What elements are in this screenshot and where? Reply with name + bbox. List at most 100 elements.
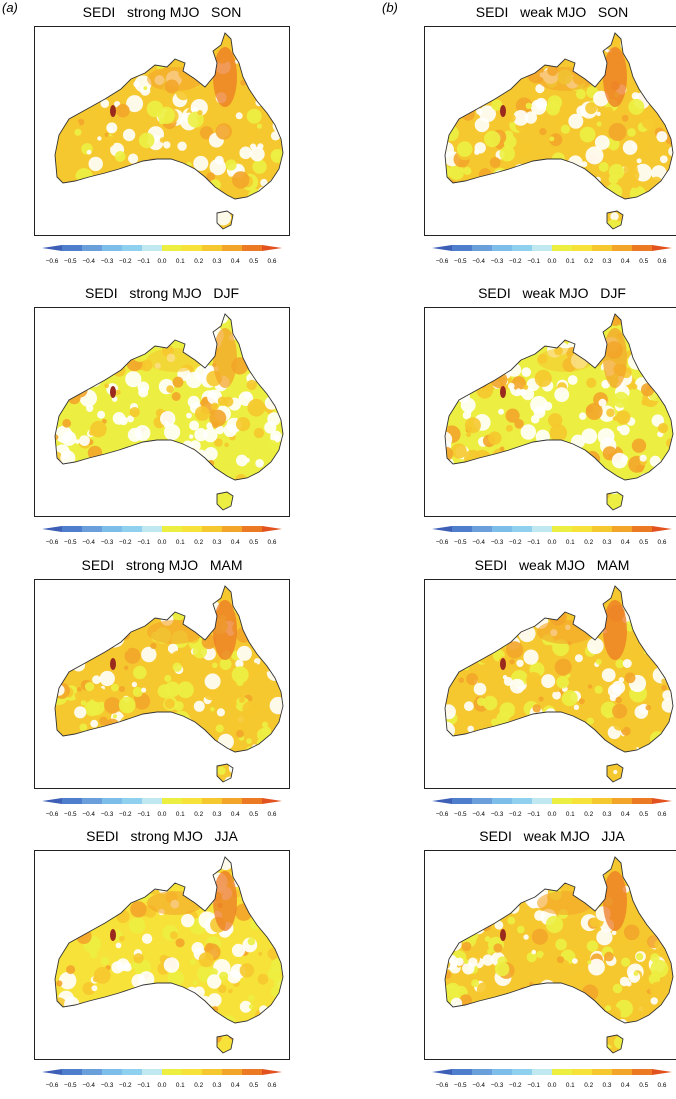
- colorbar-swatch: [512, 526, 533, 532]
- colorbar-swatch: [122, 526, 143, 532]
- colorbar-swatch: [242, 245, 263, 251]
- colorbar-swatch: [102, 245, 123, 251]
- colorbar-swatch: [432, 1069, 452, 1075]
- colorbar-swatch: [82, 245, 103, 251]
- colorbar-tick-label: 0.2: [584, 811, 593, 818]
- colorbar-tick-label: −0.1: [137, 811, 150, 818]
- colorbar-swatch: [532, 798, 553, 804]
- colorbar-swatch: [222, 245, 243, 251]
- colorbar-swatch: [102, 526, 123, 532]
- colorbar-swatch: [492, 1069, 513, 1075]
- colorbar-swatch: [492, 526, 513, 532]
- colorbar-swatch: [552, 245, 573, 251]
- colorbar-swatch: [222, 526, 243, 532]
- colorbar-tick-label: −0.3: [101, 258, 114, 265]
- colorbar-tick-label: 0.1: [566, 258, 575, 265]
- colorbar-swatch: [202, 1069, 223, 1075]
- colorbar-tick-label: 0.2: [194, 539, 203, 546]
- colorbar-swatch: [652, 526, 672, 532]
- colorbar-swatch: [532, 245, 553, 251]
- colorbar-tick-label: 0.2: [194, 811, 203, 818]
- colorbar-tick-label: 0.1: [176, 811, 185, 818]
- map-title: SEDI weak MJO MAM: [424, 557, 676, 573]
- colorbar-tick-label: −0.5: [64, 811, 77, 818]
- colorbar-tick-label: 0.1: [566, 539, 575, 546]
- colorbar-swatch: [42, 798, 62, 804]
- colorbar-swatch: [432, 526, 452, 532]
- colorbar-swatch: [182, 245, 203, 251]
- colorbar-tick-label: 0.0: [158, 258, 167, 265]
- colorbar-tick-label: −0.5: [64, 258, 77, 265]
- colorbar-tick-label: 0.4: [231, 539, 240, 546]
- colorbar-tick-label: −0.2: [509, 258, 522, 265]
- colorbar-tick-label: 0.5: [249, 811, 258, 818]
- colorbar-tick-label: 0.6: [658, 539, 667, 546]
- colorbar-swatch: [512, 1069, 533, 1075]
- colorbar-swatch: [652, 1069, 672, 1075]
- colorbar-tick-label: 0.4: [231, 258, 240, 265]
- colorbar-swatch: [452, 1069, 473, 1075]
- colorbar-swatch: [572, 798, 593, 804]
- colorbar-tick-label: −0.1: [137, 258, 150, 265]
- colorbar-tick-label: −0.2: [509, 811, 522, 818]
- colorbar-tick-label: −0.6: [46, 539, 59, 546]
- colorbar-swatch: [432, 798, 452, 804]
- colorbar-swatch: [572, 526, 593, 532]
- colorbar-swatch: [82, 526, 103, 532]
- colorbar-tick-label: −0.6: [436, 539, 449, 546]
- colorbar-tick-label: 0.2: [584, 258, 593, 265]
- colorbar-tick-label: −0.5: [454, 539, 467, 546]
- colorbar-tick-label: 0.5: [639, 539, 648, 546]
- colorbar-tick-label: 0.0: [548, 539, 557, 546]
- colorbar-swatch: [472, 526, 493, 532]
- colorbar-tick-label: 0.2: [194, 258, 203, 265]
- colorbar-swatch: [142, 798, 163, 804]
- colorbar-tick-label: −0.2: [119, 811, 132, 818]
- colorbar-tick-label: −0.3: [101, 811, 114, 818]
- colorbar-swatch: [552, 798, 573, 804]
- panel-label-a: (a): [2, 0, 18, 15]
- colorbar-tick-label: 0.3: [603, 539, 612, 546]
- colorbar-swatch: [632, 798, 653, 804]
- colorbar-tick-label: −0.2: [119, 258, 132, 265]
- colorbar-tick-label: −0.1: [137, 539, 150, 546]
- colorbar-tick-label: −0.1: [527, 258, 540, 265]
- colorbar-tick-label: 0.6: [268, 258, 277, 265]
- colorbar-swatch: [592, 798, 613, 804]
- australia-map: [34, 850, 290, 1060]
- colorbar-swatch: [262, 798, 282, 804]
- colorbar-tick-label: −0.4: [82, 539, 95, 546]
- colorbar-swatch: [262, 1069, 282, 1075]
- map-title: SEDI strong MJO MAM: [34, 557, 290, 573]
- map-title: SEDI weak MJO JJA: [424, 828, 676, 844]
- colorbar-tick-label: 0.5: [249, 539, 258, 546]
- colorbar-swatch: [552, 526, 573, 532]
- colorbar-swatch: [162, 798, 183, 804]
- colorbar-swatch: [472, 1069, 493, 1075]
- colorbar-swatch: [612, 798, 633, 804]
- colorbar-swatch: [102, 798, 123, 804]
- australia-map: [424, 26, 676, 236]
- colorbar-tick-label: −0.6: [436, 811, 449, 818]
- colorbar-tick-label: −0.4: [472, 811, 485, 818]
- colorbar-tick-label: −0.3: [491, 258, 504, 265]
- colorbar-swatch: [632, 245, 653, 251]
- colorbar-swatch: [162, 526, 183, 532]
- colorbar-tick-label: −0.6: [436, 258, 449, 265]
- colorbar-swatch: [82, 798, 103, 804]
- colorbar-swatch: [432, 245, 452, 251]
- colorbar-swatch: [202, 245, 223, 251]
- colorbar-swatch: [612, 1069, 633, 1075]
- colorbar-swatch: [162, 1069, 183, 1075]
- colorbar-swatch: [572, 1069, 593, 1075]
- colorbar-tick-label: 0.3: [213, 539, 222, 546]
- colorbar-tick-label: 0.6: [658, 258, 667, 265]
- colorbar-tick-label: −0.6: [46, 811, 59, 818]
- colorbar-swatch: [632, 1069, 653, 1075]
- colorbar-tick-label: 0.6: [268, 539, 277, 546]
- colorbar-tick-label: −0.1: [527, 539, 540, 546]
- colorbar-tick-label: −0.1: [527, 811, 540, 818]
- australia-map: [424, 850, 676, 1060]
